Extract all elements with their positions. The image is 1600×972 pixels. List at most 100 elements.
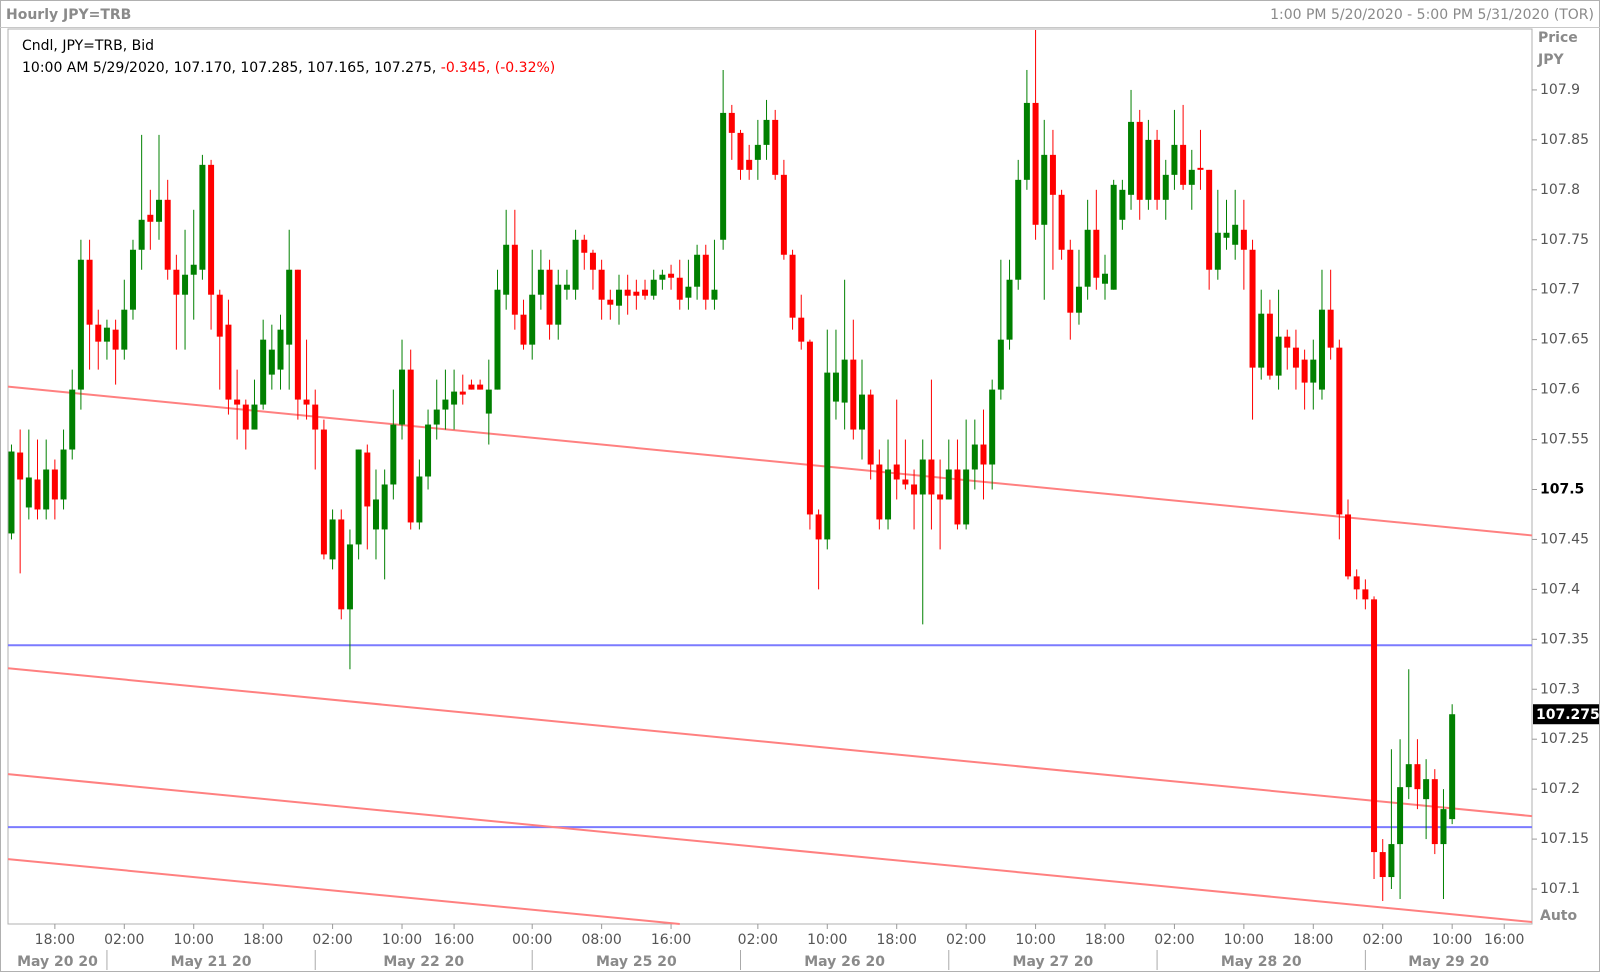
y-tick-label: 107.1 — [1540, 881, 1580, 897]
candle-body — [1197, 167, 1204, 170]
candle-body — [694, 254, 701, 287]
x-tick-label: 02:00 — [312, 932, 352, 948]
candle-body — [1058, 194, 1065, 250]
candle-body — [772, 119, 779, 175]
candle-body — [1440, 809, 1447, 845]
date-label: May 27 20 — [1013, 954, 1094, 970]
candle-body — [702, 254, 709, 300]
candle-body — [225, 324, 232, 400]
candle-body — [8, 451, 15, 534]
y-tick-label: 107.85 — [1540, 132, 1589, 148]
candle-body — [1206, 169, 1213, 270]
candle-body — [1171, 144, 1178, 175]
candle-body — [103, 327, 110, 342]
candle-body — [1006, 279, 1013, 340]
candle-body — [372, 499, 379, 530]
date-label: May 20 20 — [17, 954, 98, 970]
x-tick-label: 10:00 — [174, 932, 214, 948]
candle-body — [1423, 779, 1430, 800]
candle-body — [1240, 229, 1247, 250]
candle-body — [1397, 787, 1404, 845]
candle-body — [468, 384, 475, 390]
candle-body — [190, 264, 197, 275]
candle-body — [1449, 714, 1456, 820]
candle-body — [876, 464, 883, 520]
y-tick-label: 107.6 — [1540, 382, 1580, 398]
x-tick-label: 18:00 — [243, 932, 283, 948]
scale-mode: Auto — [1540, 908, 1577, 924]
candle-body — [1084, 229, 1091, 287]
last-price-label: 107.275 — [1536, 707, 1600, 723]
candle-body — [832, 372, 839, 402]
y-tick-label: 107.65 — [1540, 332, 1589, 348]
candle-body — [364, 452, 371, 507]
y-tick-label: 107.9 — [1540, 82, 1580, 98]
candle-body — [728, 112, 735, 133]
candle-body — [1318, 309, 1325, 390]
x-tick-label: 18:00 — [1293, 932, 1333, 948]
candle-body — [911, 484, 918, 495]
y-tick-label: 107.5 — [1540, 481, 1584, 497]
candle-body — [216, 294, 223, 337]
candle-body — [885, 469, 892, 520]
candle-body — [1093, 229, 1100, 278]
candle-body — [164, 199, 171, 270]
date-label: May 26 20 — [804, 954, 885, 970]
candle-body — [971, 444, 978, 470]
candle-body — [1145, 139, 1152, 200]
candle-body — [208, 164, 215, 295]
candle-body — [1067, 249, 1074, 313]
candle-body — [312, 404, 319, 430]
candle-body — [1327, 309, 1334, 348]
x-tick-label: 16:00 — [651, 932, 691, 948]
candle-body — [1015, 179, 1022, 280]
candle-body — [1431, 779, 1438, 845]
candle-body — [112, 329, 119, 350]
candle-body — [1232, 224, 1239, 245]
candle-body — [1414, 764, 1421, 790]
x-tick-label: 02:00 — [1363, 932, 1403, 948]
candle-body — [520, 314, 527, 345]
candle-body — [1162, 174, 1169, 200]
candle-body — [1223, 232, 1230, 238]
candle-body — [537, 269, 544, 295]
y-tick-label: 107.4 — [1540, 581, 1580, 597]
candle-body — [1336, 347, 1343, 515]
candle-body — [824, 372, 831, 540]
trend-line — [7, 667, 1533, 818]
y-tick-label: 107.45 — [1540, 531, 1589, 547]
candle-body — [433, 409, 440, 425]
candle-body — [668, 273, 675, 278]
candle-body — [503, 244, 510, 295]
chart-title: Hourly JPY=TRB — [6, 7, 131, 23]
candle-body — [1388, 844, 1395, 878]
candle-body — [937, 494, 944, 500]
y-tick-label: 107.15 — [1540, 831, 1589, 847]
candle-body — [1284, 336, 1291, 348]
candle-body — [1110, 184, 1117, 290]
candle-body — [789, 254, 796, 318]
candle-body — [1119, 189, 1126, 220]
candle-body — [815, 514, 822, 540]
x-tick-label: 18:00 — [35, 932, 75, 948]
candle-body — [754, 144, 761, 160]
candle-body — [1154, 139, 1161, 200]
candle-body — [346, 544, 353, 610]
candle-body — [598, 269, 605, 300]
x-tick-label: 10:00 — [807, 932, 847, 948]
y-tick-label: 107.8 — [1540, 182, 1580, 198]
y-tick-label: 107.3 — [1540, 681, 1580, 697]
candle-body — [69, 389, 76, 450]
candle-body — [676, 277, 683, 300]
candle-body — [173, 269, 180, 295]
x-tick-label: 10:00 — [1224, 932, 1264, 948]
candle-body — [1353, 576, 1360, 590]
y-axis-label: Price — [1538, 30, 1578, 46]
candle-body — [572, 239, 579, 290]
candle-body — [780, 174, 787, 255]
x-tick-label: 02:00 — [104, 932, 144, 948]
candle-body — [511, 244, 518, 315]
candle-body — [1023, 102, 1030, 180]
candle-body — [425, 424, 432, 477]
